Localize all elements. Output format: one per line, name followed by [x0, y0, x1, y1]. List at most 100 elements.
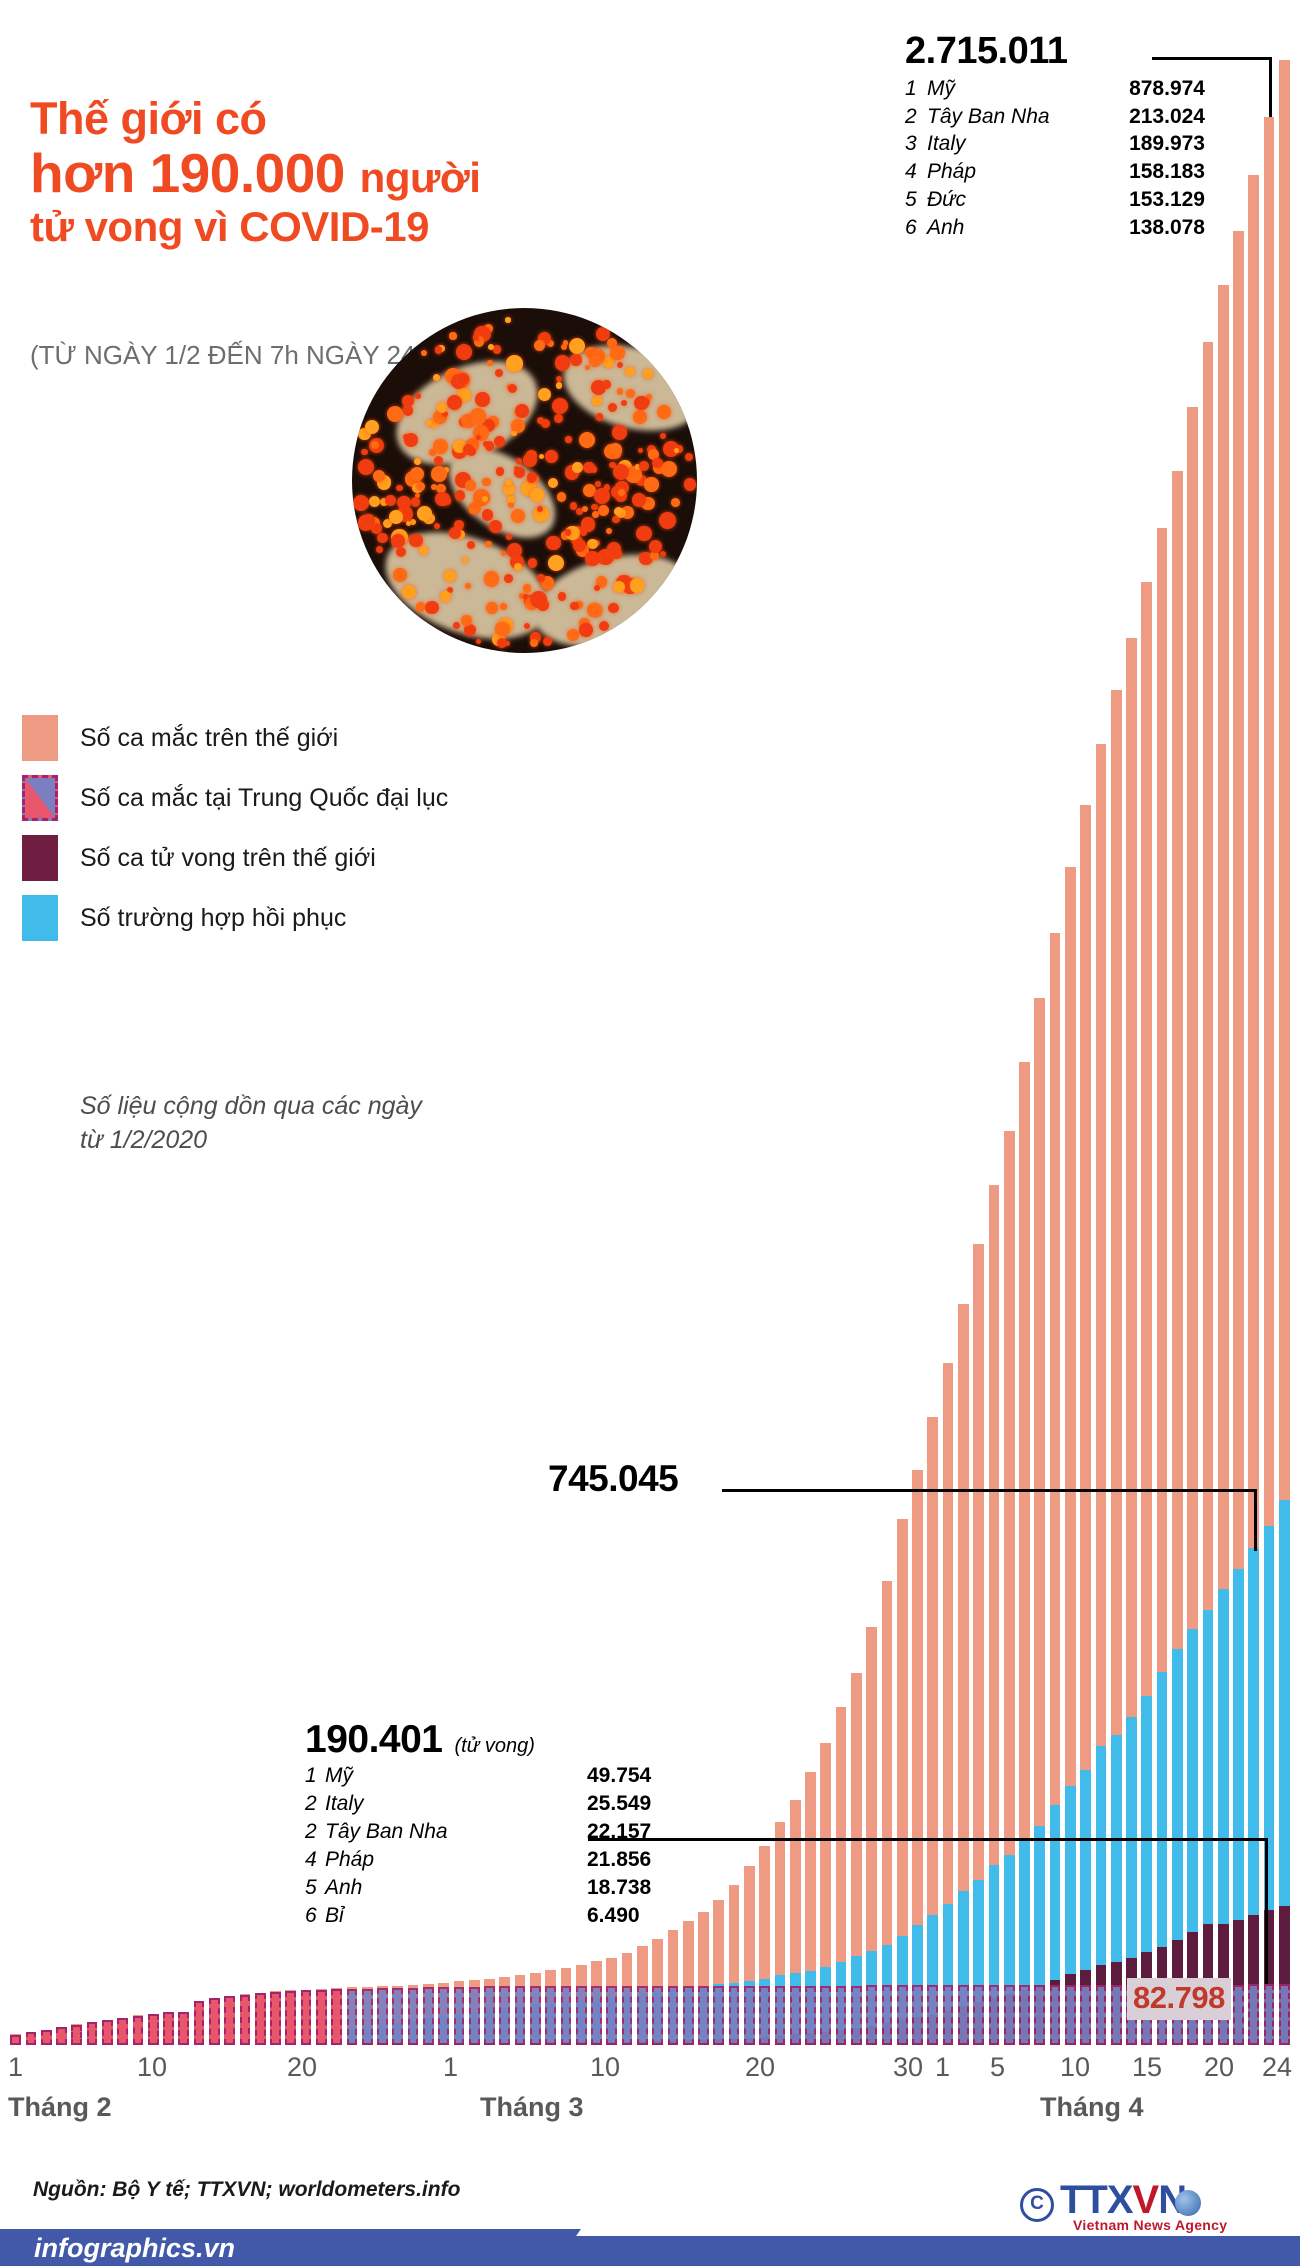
- virus-particle: [625, 466, 642, 483]
- bar-segment-cases: [1003, 1130, 1015, 2045]
- virus-particle: [475, 434, 481, 441]
- virus-particle: [482, 441, 489, 448]
- virus-particle: [506, 543, 523, 559]
- virus-particle: [443, 497, 451, 505]
- country-value: 22.157: [587, 1819, 652, 1843]
- virus-particle: [590, 379, 606, 395]
- bar-group: [178, 2011, 190, 2045]
- virus-particle: [434, 345, 443, 354]
- bar-segment-china: [209, 1998, 220, 2045]
- bar-group: [285, 1990, 297, 2045]
- bar-group: [1126, 638, 1137, 2045]
- virus-particle: [533, 505, 550, 523]
- legend-swatch-icon: [22, 895, 58, 941]
- bar-group: [10, 2034, 21, 2045]
- bar-segment-cases: [1172, 471, 1183, 2045]
- virus-particle: [375, 545, 383, 553]
- bar-segment-recovered: [1095, 1746, 1107, 2045]
- virus-particle: [556, 375, 563, 382]
- virus-particle: [455, 343, 472, 360]
- bar-group: [1263, 117, 1275, 2045]
- rank: 6: [905, 215, 917, 239]
- virus-particle: [472, 334, 479, 341]
- bar-segment-recovered: [927, 1914, 939, 2045]
- bar-group: [545, 1970, 556, 2045]
- virus-particle: [518, 592, 525, 599]
- virus-particle: [414, 458, 421, 465]
- bar-segment-recovered: [1217, 1588, 1229, 2045]
- bar-group: [1202, 341, 1214, 2045]
- bar-group: [438, 1982, 449, 2045]
- virus-particle: [485, 541, 492, 548]
- bar-segment-cases: [1233, 230, 1244, 2045]
- bar-segment-cases: [912, 1470, 923, 2045]
- legend-item-cases-china: Số ca mắc tại Trung Quốc đại lục: [22, 775, 452, 821]
- virus-particle: [591, 503, 599, 511]
- virus-particle: [659, 432, 666, 439]
- virus-particle: [638, 551, 653, 566]
- legend-swatch-icon: [22, 835, 58, 881]
- virus-particle: [454, 490, 466, 502]
- bar-group: [958, 1304, 969, 2045]
- bar-segment-china: [499, 1986, 511, 2045]
- bar-group: [132, 2015, 144, 2045]
- bar-group: [621, 1952, 633, 2045]
- bar-segment-cases: [1034, 998, 1046, 2045]
- virus-particle: [593, 584, 601, 591]
- bar-segment-china: [56, 2027, 67, 2045]
- axis-tick-label: 1: [443, 2052, 459, 2082]
- virus-particle: [561, 343, 568, 351]
- bar-group: [1110, 690, 1122, 2045]
- bar-segment-cases: [1263, 117, 1275, 2045]
- virus-particle: [426, 420, 433, 427]
- virus-particle: [415, 492, 421, 498]
- bar-segment-cases: [1156, 528, 1168, 2045]
- bar-segment-china: [1049, 1985, 1061, 2045]
- virus-particle: [607, 541, 622, 556]
- bar-segment-cases: [759, 1846, 770, 2045]
- bar-group: [652, 1938, 663, 2045]
- bar-segment-china: [575, 1985, 587, 2045]
- stacked-bar-chart: [8, 60, 1292, 2045]
- virus-particle: [596, 327, 611, 342]
- virus-particle: [527, 558, 538, 568]
- virus-particle: [612, 515, 621, 524]
- virus-particle: [592, 396, 602, 406]
- virus-particle: [683, 478, 697, 491]
- virus-particle: [514, 467, 526, 478]
- virus-particle: [364, 420, 379, 435]
- bar-group: [698, 1911, 709, 2045]
- legend-item-deaths-world: Số ca tử vong trên thế giới: [22, 835, 452, 881]
- virus-particle: [571, 462, 583, 474]
- virus-particle: [504, 640, 510, 646]
- virus-particle: [425, 600, 440, 615]
- bar-segment-cases: [713, 1900, 725, 2045]
- virus-particle: [530, 487, 545, 502]
- country-value: 49.754: [587, 1764, 652, 1787]
- virus-particle: [540, 418, 550, 428]
- virus-particle: [433, 455, 444, 465]
- virus-particle: [393, 568, 407, 582]
- virus-particle: [524, 622, 531, 629]
- virus-particle: [659, 511, 676, 529]
- total-cases-value: 2.715.011: [905, 30, 1068, 72]
- virus-particle: [556, 492, 567, 502]
- bar-segment-china: [1110, 1984, 1122, 2045]
- virus-particle: [573, 538, 587, 552]
- bar-segment-cases: [1049, 932, 1061, 2045]
- bar-segment-china: [1034, 1985, 1046, 2045]
- virus-particle: [388, 509, 403, 525]
- bar-segment-recovered: [988, 1865, 1000, 2045]
- virus-particle: [352, 495, 369, 512]
- bar-group: [392, 1985, 404, 2045]
- country-value: 213.024: [1129, 104, 1205, 128]
- bar-group: [1248, 174, 1260, 2045]
- legend-note-line: từ 1/2/2020: [80, 1125, 208, 1154]
- virus-particle: [575, 600, 584, 609]
- title-line-1: Thế giới có: [30, 93, 267, 144]
- bar-segment-china: [346, 1988, 358, 2045]
- virus-particle: [562, 340, 568, 346]
- virus-particle: [548, 477, 559, 489]
- virus-particle: [636, 525, 652, 542]
